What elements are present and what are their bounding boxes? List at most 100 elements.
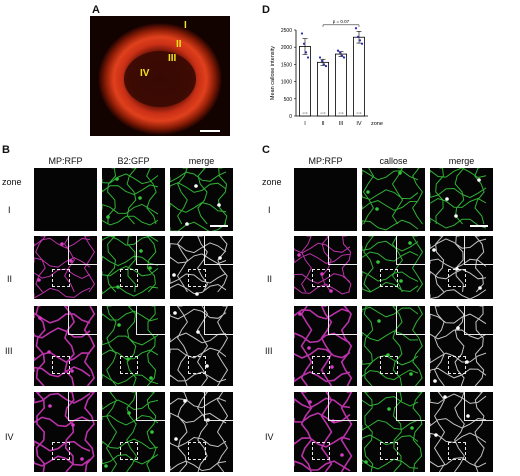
cell-outline xyxy=(362,306,423,386)
zoom-region-box xyxy=(120,269,138,287)
data-point xyxy=(320,59,324,63)
puncta xyxy=(217,203,221,207)
micrograph-image xyxy=(170,236,228,296)
zoom-inset xyxy=(68,392,97,421)
data-point xyxy=(304,51,308,54)
data-point xyxy=(300,32,304,35)
puncta xyxy=(307,346,311,350)
puncta xyxy=(434,433,438,437)
panel-c-zone-III: III xyxy=(265,346,273,356)
puncta xyxy=(37,278,41,282)
n-label: n=4 xyxy=(303,111,308,115)
puncta xyxy=(433,379,437,383)
puncta xyxy=(185,222,189,226)
puncta xyxy=(194,184,198,188)
zoom-inset xyxy=(328,392,357,421)
micrograph-image xyxy=(362,236,424,293)
n-label: n=4 xyxy=(321,111,326,115)
panel-c-col-rfp: MP:RFP xyxy=(308,156,343,166)
puncta xyxy=(172,273,176,277)
category-label: II xyxy=(321,121,325,127)
micrograph-image xyxy=(294,236,352,295)
bar xyxy=(335,53,347,117)
data-point xyxy=(358,39,362,42)
puncta xyxy=(443,395,447,399)
puncta xyxy=(456,326,460,330)
data-point xyxy=(318,56,322,59)
micrograph-image xyxy=(430,168,487,229)
y-tick-label: 0 xyxy=(289,114,292,120)
micrograph-c-zone3-callose xyxy=(362,306,425,386)
micrograph-c-zone1-merge xyxy=(430,168,493,231)
micrograph-image xyxy=(34,306,96,386)
x-axis-label: zone xyxy=(371,121,383,127)
cell-outline xyxy=(430,168,487,229)
zone-label-IV: IV xyxy=(140,68,150,79)
zone-label-II: II xyxy=(176,39,182,50)
data-point xyxy=(338,51,342,54)
puncta xyxy=(478,286,482,290)
puncta xyxy=(454,214,458,218)
zoom-inset xyxy=(68,236,97,265)
cell-outline xyxy=(430,236,487,299)
puncta xyxy=(477,178,481,182)
micrograph-image xyxy=(430,306,487,386)
y-tick-label: 1000 xyxy=(281,80,292,86)
data-point xyxy=(302,42,306,45)
y-tick-label: 2500 xyxy=(281,28,292,34)
panel-b-zone-I: I xyxy=(8,205,11,215)
puncta xyxy=(320,272,324,276)
cell-outline xyxy=(170,236,228,295)
cell-outline xyxy=(170,392,229,472)
zoom-region-box xyxy=(448,356,466,374)
zone-label-III: III xyxy=(168,53,177,64)
micrograph-c-zone2-callose xyxy=(362,236,425,299)
puncta xyxy=(196,330,200,334)
puncta xyxy=(139,249,143,253)
micrograph-b-zone3-gfp xyxy=(102,306,165,386)
zoom-inset xyxy=(204,392,233,421)
data-point xyxy=(336,49,340,52)
p-value-label: p = 0.07 xyxy=(333,19,350,24)
puncta xyxy=(375,207,379,211)
panel-b-zone-header: zone xyxy=(2,177,22,187)
puncta xyxy=(386,353,390,357)
micrograph-c-zone2-merge xyxy=(430,236,493,299)
micrograph-b-zone4-gfp xyxy=(102,392,165,472)
puncta xyxy=(410,426,414,430)
puncta xyxy=(116,285,120,289)
cell-outline xyxy=(34,236,96,299)
zoom-inset xyxy=(396,392,425,421)
puncta xyxy=(432,248,436,252)
micrograph-image xyxy=(294,392,353,472)
panel-a-letter: A xyxy=(92,4,100,16)
panel-b-zone-IV: IV xyxy=(5,432,14,442)
puncta xyxy=(308,400,312,404)
zoom-inset xyxy=(136,236,165,265)
micrograph-c-zone1-callose xyxy=(362,168,425,231)
cell-outline xyxy=(34,392,96,472)
puncta xyxy=(387,407,391,411)
panel-c-zone-header: zone xyxy=(262,177,282,187)
puncta xyxy=(115,177,119,181)
zoom-region-box xyxy=(120,356,138,374)
micrograph-image xyxy=(294,168,357,231)
data-point xyxy=(354,27,358,30)
panel-d-chart: 0 500 1000 1500 2000 2500 Mean callose intensi… xyxy=(262,14,392,134)
zoom-region-box xyxy=(448,269,466,287)
data-point xyxy=(324,65,328,68)
panel-d-letter: D xyxy=(262,4,270,16)
data-point xyxy=(356,35,360,38)
puncta xyxy=(48,404,52,408)
scale-bar xyxy=(210,225,228,227)
puncta xyxy=(138,196,142,200)
puncta xyxy=(399,279,403,283)
puncta xyxy=(329,289,333,293)
zoom-region-box xyxy=(52,269,70,287)
y-tick-label: 1500 xyxy=(281,62,292,68)
panel-c-col-callose: callose xyxy=(379,156,408,166)
micrograph-c-zone1-rfp xyxy=(294,168,357,231)
puncta xyxy=(47,350,51,354)
puncta xyxy=(149,376,153,380)
puncta xyxy=(174,437,178,441)
